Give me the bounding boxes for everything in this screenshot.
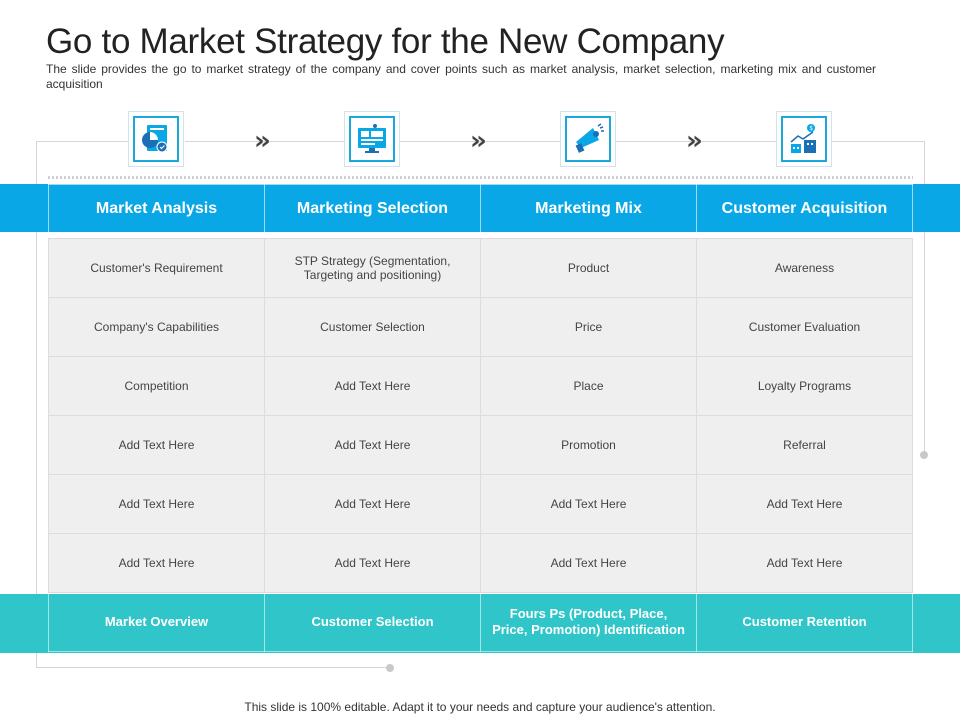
table-cell: Customer Selection bbox=[264, 297, 481, 357]
table-row: Competition Add Text Here Place Loyalty … bbox=[48, 356, 913, 416]
footer-cell: Market Overview bbox=[48, 592, 265, 652]
marketing-monitor-icon-box bbox=[344, 111, 400, 167]
frame-right-line bbox=[924, 141, 925, 454]
table-cell: Add Text Here bbox=[696, 533, 913, 593]
spacer-row bbox=[48, 232, 913, 239]
report-chart-icon bbox=[142, 125, 168, 153]
column-header: Market Analysis bbox=[48, 184, 265, 233]
footer-cell: Fours Ps (Product, Place, Price, Promoti… bbox=[480, 592, 697, 652]
table-cell: Add Text Here bbox=[48, 474, 265, 534]
money-buildings-icon: $ bbox=[790, 124, 816, 153]
column-header: Marketing Selection bbox=[264, 184, 481, 233]
frame-dot bbox=[386, 664, 394, 672]
footer-cell: Customer Retention bbox=[696, 592, 913, 652]
table-cell: Add Text Here bbox=[264, 415, 481, 475]
money-buildings-icon-box: $ bbox=[776, 111, 832, 167]
table-cell: Place bbox=[480, 356, 697, 416]
megaphone-icon-box bbox=[560, 111, 616, 167]
table-row: Add Text Here Add Text Here Promotion Re… bbox=[48, 415, 913, 475]
table-row: Add Text Here Add Text Here Add Text Her… bbox=[48, 474, 913, 534]
table-cell: Add Text Here bbox=[480, 474, 697, 534]
table-cell: Customer's Requirement bbox=[48, 238, 265, 298]
column-header: Marketing Mix bbox=[480, 184, 697, 233]
table-cell: Add Text Here bbox=[264, 474, 481, 534]
table-cell: STP Strategy (Segmentation, Targeting an… bbox=[264, 238, 481, 298]
table-cell: Add Text Here bbox=[264, 356, 481, 416]
table-cell: Product bbox=[480, 238, 697, 298]
frame-dot bbox=[920, 451, 928, 459]
table-cell: Awareness bbox=[696, 238, 913, 298]
table-cell: Add Text Here bbox=[264, 533, 481, 593]
table-header-row: Market Analysis Marketing Selection Mark… bbox=[48, 184, 913, 233]
chevron-right-icon: » bbox=[470, 126, 487, 156]
table-cell: Competition bbox=[48, 356, 265, 416]
report-chart-icon-box bbox=[128, 111, 184, 167]
chevron-right-icon: » bbox=[686, 126, 703, 156]
table-cell: Add Text Here bbox=[48, 533, 265, 593]
slide-footer-note: This slide is 100% editable. Adapt it to… bbox=[244, 700, 716, 714]
strategy-table: Market Analysis Marketing Selection Mark… bbox=[48, 184, 913, 652]
footer-cell: Customer Selection bbox=[264, 592, 481, 652]
dashed-divider bbox=[48, 176, 913, 179]
table-cell: Promotion bbox=[480, 415, 697, 475]
slide-title: Go to Market Strategy for the New Compan… bbox=[46, 22, 725, 61]
table-row: Customer's Requirement STP Strategy (Seg… bbox=[48, 238, 913, 298]
frame-left-line bbox=[36, 141, 37, 668]
svg-text:$: $ bbox=[809, 125, 813, 132]
table-row: Company's Capabilities Customer Selectio… bbox=[48, 297, 913, 357]
frame-bottom-line bbox=[36, 667, 388, 668]
table-cell: Referral bbox=[696, 415, 913, 475]
slide-subtitle: The slide provides the go to market stra… bbox=[46, 62, 876, 91]
megaphone-icon bbox=[575, 123, 604, 153]
table-cell: Customer Evaluation bbox=[696, 297, 913, 357]
table-cell: Add Text Here bbox=[696, 474, 913, 534]
table-cell: Loyalty Programs bbox=[696, 356, 913, 416]
chevron-right-icon: » bbox=[254, 126, 271, 156]
marketing-monitor-icon bbox=[358, 124, 386, 153]
table-cell: Price bbox=[480, 297, 697, 357]
table-cell: Add Text Here bbox=[480, 533, 697, 593]
frame-top-line bbox=[185, 141, 925, 142]
table-cell: Company's Capabilities bbox=[48, 297, 265, 357]
table-footer-row: Market Overview Customer Selection Fours… bbox=[48, 592, 913, 652]
table-row: Add Text Here Add Text Here Add Text Her… bbox=[48, 533, 913, 593]
table-cell: Add Text Here bbox=[48, 415, 265, 475]
frame-top-line bbox=[36, 141, 128, 142]
column-header: Customer Acquisition bbox=[696, 184, 913, 233]
